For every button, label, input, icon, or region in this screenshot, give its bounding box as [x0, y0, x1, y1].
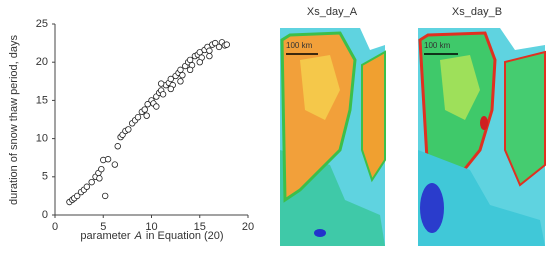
y-tick-label: 15: [36, 94, 48, 106]
scale-label: 100 km: [424, 41, 451, 50]
point: [177, 78, 184, 85]
point: [114, 143, 121, 150]
point: [215, 43, 223, 51]
map-spot: [420, 183, 444, 233]
map-spot: [314, 229, 326, 237]
point: [223, 41, 230, 48]
map-region: [504, 50, 546, 187]
x-label-part: parameter: [80, 230, 130, 242]
point: [104, 156, 112, 163]
map-b: 100 km Xs_day_B: [418, 6, 546, 246]
point: [206, 52, 213, 60]
map-nodata: [360, 28, 385, 50]
point: [143, 112, 150, 119]
scale-label: 100 km: [286, 41, 313, 50]
map-region: [440, 55, 480, 120]
point: [186, 66, 194, 74]
point: [186, 56, 194, 64]
point: [167, 75, 174, 83]
y-tick-label: 25: [36, 18, 48, 30]
point: [98, 165, 105, 173]
point: [179, 71, 186, 79]
map-spot: [480, 116, 488, 130]
map-title: Xs_day_B: [452, 6, 502, 18]
y-tick-label: 20: [36, 56, 48, 68]
point: [159, 91, 167, 98]
y-tick-label: 10: [36, 133, 48, 145]
map-region: [300, 55, 340, 120]
point: [88, 178, 95, 186]
point: [206, 47, 213, 54]
y-tick-label: 0: [42, 209, 48, 221]
point: [73, 192, 81, 200]
x-tick-label: 15: [194, 221, 206, 233]
point: [177, 66, 184, 74]
map-region: [418, 150, 545, 246]
x-tick-label: 5: [100, 221, 106, 233]
point: [196, 59, 203, 66]
point: [134, 114, 142, 121]
x-tick-label: 20: [242, 221, 254, 233]
point: [111, 161, 119, 168]
x-label-part: A: [134, 230, 142, 242]
map-nodata: [500, 28, 545, 50]
point: [167, 85, 174, 93]
point: [101, 192, 109, 200]
map-title: Xs_day_A: [307, 6, 358, 18]
point: [157, 80, 165, 87]
y-axis-label: duration of snow thaw period, days: [8, 35, 20, 205]
x-label-part: in Equation (20): [146, 230, 224, 242]
point: [153, 103, 160, 110]
point: [125, 126, 132, 133]
map-a: 100 km Xs_day_A: [280, 6, 386, 246]
x-tick-label: 0: [52, 221, 58, 233]
y-tick-label: 5: [42, 171, 48, 183]
point: [141, 106, 148, 113]
map-region: [361, 50, 386, 183]
point: [96, 175, 103, 182]
point: [83, 183, 91, 190]
x-tick-label: 10: [145, 221, 157, 233]
point: [211, 39, 219, 47]
